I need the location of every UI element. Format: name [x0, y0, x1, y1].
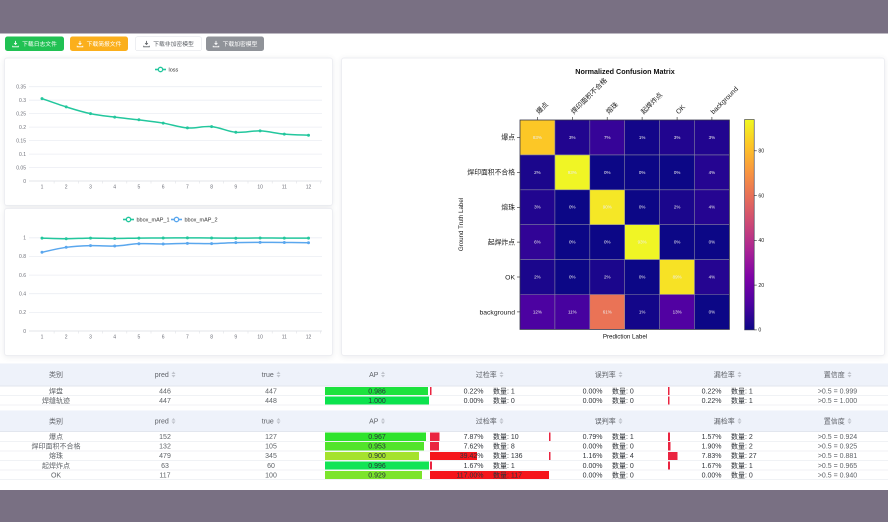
- svg-text:0.15: 0.15: [16, 138, 26, 144]
- svg-text:2%: 2%: [604, 275, 611, 280]
- svg-text:1: 1: [41, 335, 44, 341]
- svg-text:4%: 4%: [709, 205, 716, 210]
- svg-text:1: 1: [23, 236, 26, 242]
- svg-text:3%: 3%: [569, 135, 576, 140]
- svg-text:12%: 12%: [533, 309, 542, 314]
- svg-text:0%: 0%: [569, 240, 576, 245]
- svg-text:0%: 0%: [639, 170, 646, 175]
- svg-text:9: 9: [234, 185, 237, 191]
- svg-text:0.6: 0.6: [19, 273, 26, 279]
- svg-text:2: 2: [65, 185, 68, 191]
- svg-text:0.2: 0.2: [19, 310, 26, 316]
- svg-text:0%: 0%: [569, 275, 576, 280]
- svg-text:60: 60: [758, 193, 764, 199]
- svg-text:0%: 0%: [709, 240, 716, 245]
- svg-text:5: 5: [138, 335, 141, 341]
- svg-text:4: 4: [113, 335, 116, 341]
- svg-text:0: 0: [23, 329, 26, 335]
- svg-text:0%: 0%: [604, 170, 611, 175]
- svg-text:焊印面积不合格: 焊印面积不合格: [569, 76, 609, 116]
- svg-text:10: 10: [257, 185, 263, 191]
- svg-text:40: 40: [758, 238, 764, 244]
- svg-text:61%: 61%: [603, 309, 612, 314]
- svg-text:89%: 89%: [673, 275, 682, 280]
- svg-text:background: background: [710, 86, 740, 116]
- svg-text:0%: 0%: [639, 275, 646, 280]
- svg-text:熔珠: 熔珠: [604, 100, 620, 116]
- svg-text:熔珠: 熔珠: [501, 203, 515, 212]
- svg-text:90%: 90%: [603, 205, 612, 210]
- svg-text:6: 6: [162, 335, 165, 341]
- svg-text:3%: 3%: [674, 135, 681, 140]
- svg-text:0%: 0%: [674, 170, 681, 175]
- svg-text:6%: 6%: [534, 240, 541, 245]
- svg-text:1: 1: [41, 185, 44, 191]
- svg-text:2%: 2%: [534, 275, 541, 280]
- svg-text:0: 0: [758, 328, 761, 334]
- svg-text:6: 6: [162, 185, 165, 191]
- svg-text:0%: 0%: [674, 240, 681, 245]
- svg-text:焊印面积不合格: 焊印面积不合格: [467, 168, 515, 177]
- svg-text:0%: 0%: [709, 309, 716, 314]
- svg-text:0%: 0%: [639, 205, 646, 210]
- svg-text:0.3: 0.3: [19, 98, 26, 104]
- svg-text:8: 8: [210, 185, 213, 191]
- svg-text:3%: 3%: [709, 135, 716, 140]
- svg-text:4%: 4%: [709, 170, 716, 175]
- svg-text:bbox_mAP_2: bbox_mAP_2: [185, 218, 218, 224]
- svg-text:11: 11: [282, 335, 287, 341]
- svg-text:0%: 0%: [604, 240, 611, 245]
- svg-text:0.4: 0.4: [19, 292, 26, 298]
- svg-text:1%: 1%: [639, 135, 646, 140]
- svg-text:OK: OK: [505, 274, 515, 281]
- svg-text:5: 5: [138, 185, 141, 191]
- svg-text:2%: 2%: [674, 205, 681, 210]
- svg-text:OK: OK: [675, 104, 687, 116]
- svg-text:1%: 1%: [639, 309, 646, 314]
- svg-text:3: 3: [89, 185, 92, 191]
- svg-text:0%: 0%: [569, 205, 576, 210]
- svg-text:Ground Truth Label: Ground Truth Label: [458, 198, 465, 251]
- svg-text:bbox_mAP_1: bbox_mAP_1: [137, 218, 170, 224]
- svg-text:0.2: 0.2: [19, 125, 26, 131]
- svg-text:11%: 11%: [568, 309, 577, 314]
- svg-text:4%: 4%: [709, 275, 716, 280]
- svg-text:4: 4: [113, 185, 116, 191]
- svg-text:8: 8: [210, 335, 213, 341]
- svg-text:3: 3: [89, 335, 92, 341]
- svg-text:11: 11: [282, 185, 287, 191]
- svg-text:7: 7: [186, 335, 189, 341]
- svg-text:12: 12: [306, 335, 312, 341]
- svg-text:0: 0: [23, 179, 26, 185]
- svg-text:0.25: 0.25: [16, 111, 26, 117]
- svg-text:80: 80: [758, 149, 764, 155]
- svg-text:Normalized Confusion Matrix: Normalized Confusion Matrix: [575, 67, 674, 76]
- svg-text:loss: loss: [169, 68, 179, 74]
- svg-text:93%: 93%: [638, 240, 647, 245]
- svg-text:2%: 2%: [534, 170, 541, 175]
- svg-text:83%: 83%: [533, 135, 542, 140]
- svg-text:3%: 3%: [534, 205, 541, 210]
- svg-text:爆点: 爆点: [534, 100, 550, 116]
- svg-text:background: background: [479, 309, 515, 316]
- svg-text:13%: 13%: [673, 309, 682, 314]
- svg-text:0.35: 0.35: [16, 85, 26, 91]
- svg-text:10: 10: [257, 335, 263, 341]
- svg-text:爆点: 爆点: [501, 133, 515, 142]
- svg-text:93%: 93%: [568, 170, 577, 175]
- svg-text:9: 9: [234, 335, 237, 341]
- svg-text:12: 12: [306, 185, 312, 191]
- svg-text:7: 7: [186, 185, 189, 191]
- svg-text:起焊炸点: 起焊炸点: [488, 237, 515, 246]
- svg-text:0.05: 0.05: [16, 165, 26, 171]
- svg-text:20: 20: [758, 283, 764, 289]
- svg-text:起焊炸点: 起焊炸点: [639, 90, 665, 116]
- svg-text:0.1: 0.1: [19, 152, 26, 158]
- svg-text:0.8: 0.8: [19, 254, 26, 260]
- svg-text:Prediction Label: Prediction Label: [603, 334, 647, 341]
- svg-text:2: 2: [65, 335, 68, 341]
- svg-text:7%: 7%: [604, 135, 611, 140]
